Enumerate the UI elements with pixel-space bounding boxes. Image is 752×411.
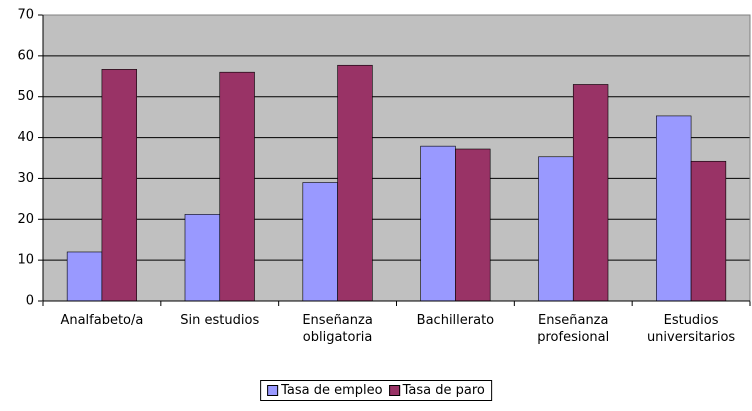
y-tick-label: 0 xyxy=(26,294,34,309)
bar xyxy=(219,71,255,302)
y-tick-label: 40 xyxy=(17,130,34,145)
x-tick-label: Sin estudios xyxy=(180,313,260,328)
y-tick-label: 10 xyxy=(17,253,34,268)
legend-item: Tasa de paro xyxy=(388,383,485,398)
bar xyxy=(101,69,137,302)
plot-area xyxy=(43,15,750,301)
x-tick-label: Analfabeto/a xyxy=(60,313,144,328)
legend-item: Tasa de empleo xyxy=(267,383,383,398)
bar xyxy=(302,182,338,302)
legend: Tasa de empleo Tasa de paro xyxy=(260,380,492,401)
y-tick-label: 60 xyxy=(17,48,34,63)
bar xyxy=(184,214,221,302)
bar xyxy=(538,156,574,302)
legend-label: Tasa de empleo xyxy=(281,383,383,398)
legend-label: Tasa de paro xyxy=(402,383,485,398)
x-tick-label: Enseñanza obligatoria xyxy=(302,313,373,345)
bar xyxy=(337,64,373,302)
bar xyxy=(572,84,609,302)
bar xyxy=(66,251,103,302)
bar xyxy=(656,115,692,302)
legend-swatch xyxy=(388,385,400,396)
bar xyxy=(420,145,456,302)
x-tick-label: Bachillerato xyxy=(416,313,495,328)
x-tick-label: Enseñanza profesional xyxy=(537,313,610,345)
y-tick-label: 70 xyxy=(17,8,34,23)
bar xyxy=(455,148,491,302)
legend-swatch xyxy=(267,385,279,396)
bar xyxy=(690,160,727,302)
y-tick-label: 20 xyxy=(17,212,34,227)
x-tick-label: Estudios universitarios xyxy=(646,313,736,345)
y-tick-label: 50 xyxy=(17,89,34,104)
y-tick-label: 30 xyxy=(17,171,34,186)
